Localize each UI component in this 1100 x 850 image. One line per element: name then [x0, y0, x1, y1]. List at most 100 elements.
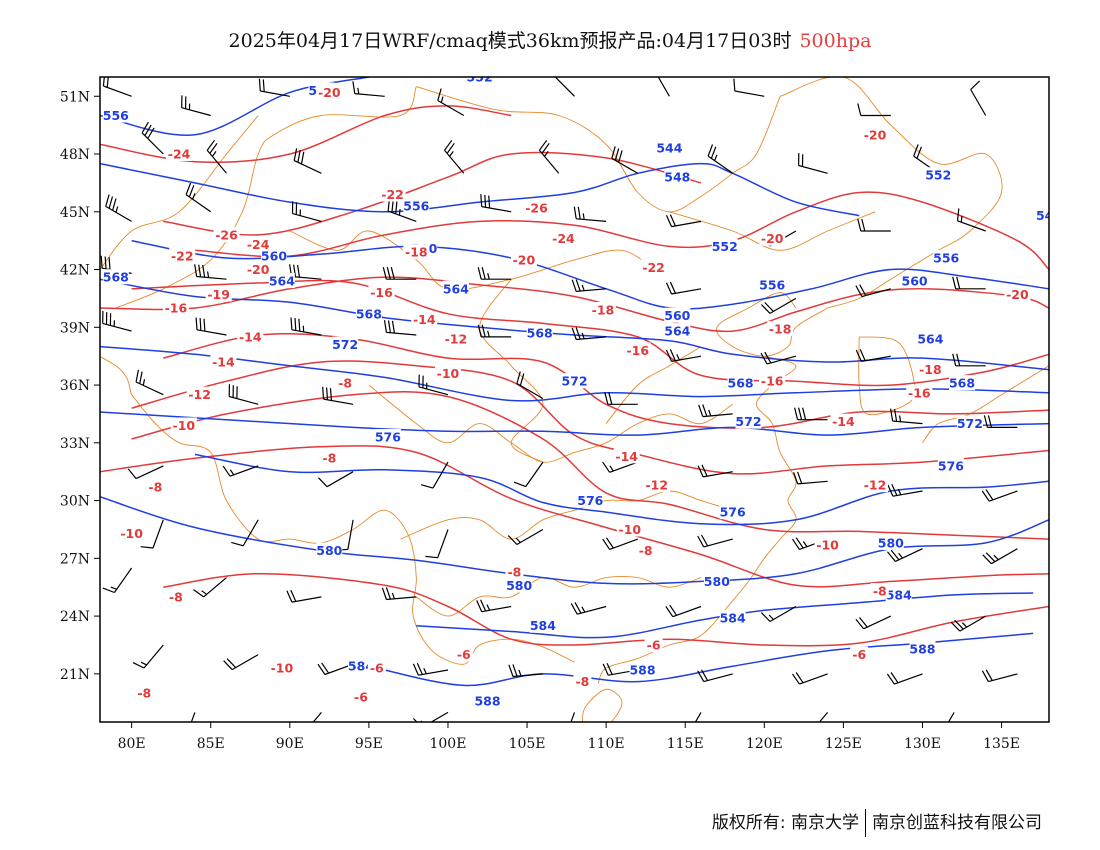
wind-barb [290, 317, 322, 336]
contour-label-bg [949, 375, 976, 391]
wind-barb [412, 662, 449, 676]
wind-barb [135, 369, 164, 396]
contour-label: -10 [173, 418, 196, 433]
contour-label-bg [510, 251, 537, 267]
contour-label-bg [664, 323, 691, 339]
contour-label-bg [956, 415, 983, 431]
contour-label-bg [320, 450, 339, 466]
contour-label-bg [316, 542, 343, 558]
y-tick-label: 24N [60, 609, 90, 625]
wind-barb [571, 327, 607, 341]
temperature-contour [194, 191, 1049, 271]
wind-barb [105, 194, 132, 222]
contour-label-bg [102, 269, 129, 285]
contour-label: -22 [381, 187, 404, 202]
contour-label-bg [355, 305, 382, 321]
contour-label: -20 [513, 252, 536, 267]
contour-label: 584 [348, 659, 374, 674]
contour-label-bg [656, 140, 683, 156]
wind-barb [476, 599, 512, 613]
contour-label: 548 [664, 170, 690, 185]
contour-label: 552 [712, 239, 738, 254]
wind-barb [194, 264, 227, 280]
contour-label-bg [885, 586, 912, 602]
contour-label: 580 [878, 535, 904, 550]
contour-label-bg [1004, 286, 1031, 302]
height-contour [194, 453, 1049, 526]
wind-barb [760, 297, 797, 314]
contour-label: 584 [720, 611, 746, 626]
contour-label: -6 [457, 647, 471, 662]
contour-label: 580 [704, 574, 730, 589]
contour-label: 552 [925, 168, 951, 183]
wind-barb [570, 602, 607, 615]
wind-barb [127, 465, 164, 480]
wind-barb [952, 353, 986, 367]
contour-label: -24 [552, 231, 575, 246]
contour-label: 564 [269, 274, 295, 289]
wind-barb [857, 218, 891, 232]
contour-label-bg [830, 413, 857, 429]
contour-label-bg [529, 617, 556, 633]
contour-label-bg [213, 226, 240, 242]
border-line [779, 77, 1003, 309]
contour-label-bg [454, 646, 473, 662]
wind-barb [602, 461, 639, 473]
contour-label: -26 [215, 227, 238, 242]
y-tick-label: 21N [60, 667, 90, 683]
wind-barb [141, 121, 164, 155]
wind-barb [538, 139, 560, 174]
contour-label: -8 [137, 686, 151, 701]
contour-label-bg [577, 492, 604, 508]
wind-barb [318, 471, 354, 488]
wind-barb [798, 153, 828, 174]
temperature-contour [163, 332, 1049, 429]
contour-label: 580 [316, 543, 342, 558]
border-line [400, 490, 733, 540]
footer-divider [865, 809, 866, 837]
wind-barb [818, 712, 829, 722]
wind-barb [258, 78, 290, 97]
contour-label: -10 [271, 661, 294, 676]
temperature-contour [131, 360, 1049, 475]
wind-barb [508, 664, 543, 678]
contour-label: -12 [188, 387, 211, 402]
contour-label-bg [526, 325, 553, 341]
wind-barb [573, 206, 607, 222]
contour-label-bg [759, 373, 786, 389]
x-tick-label: 95E [355, 736, 383, 752]
wind-barb [694, 712, 702, 722]
wind-barb [707, 144, 734, 174]
y-tick-label: 42N [60, 263, 90, 279]
wind-barb [970, 80, 987, 116]
border-line [581, 688, 623, 722]
wind-barb [665, 281, 702, 295]
wind-barb [981, 669, 1018, 683]
contour-label-bg [640, 259, 667, 275]
contour-label: -12 [445, 331, 468, 346]
contour-label: -26 [525, 200, 548, 215]
contour-label: -8 [338, 376, 352, 391]
contour-label-bg [411, 311, 438, 327]
wind-barb [665, 349, 702, 362]
x-tick-label: 105E [509, 736, 546, 752]
map-title: 2025年04月17日WRF/cmaq模式36km预报产品:04月17日03时 5… [0, 26, 1100, 53]
contour-label-bg [434, 365, 461, 381]
contour-label: -18 [919, 362, 942, 377]
contour-label-bg [332, 336, 359, 352]
wind-barb [956, 208, 986, 232]
y-axis-ticks: 51N 48N 45N 42N 39N 36N 33N 30N 27N 24N 21N [60, 89, 100, 683]
wind-barb [611, 146, 639, 174]
contour-label: 580 [506, 578, 532, 593]
contour-label: 572 [957, 416, 983, 431]
height-contour [100, 495, 1049, 585]
border-line [922, 365, 1049, 444]
contour-label-bg [917, 330, 944, 346]
contour-label-bg [403, 244, 430, 260]
contour-label-bg [368, 284, 395, 300]
contour-label-bg [442, 280, 469, 296]
title-level: 500hpa [799, 30, 872, 52]
contour-label: -20 [864, 127, 887, 142]
temperature-contours [100, 105, 1049, 647]
contour-label: -8 [575, 674, 589, 689]
